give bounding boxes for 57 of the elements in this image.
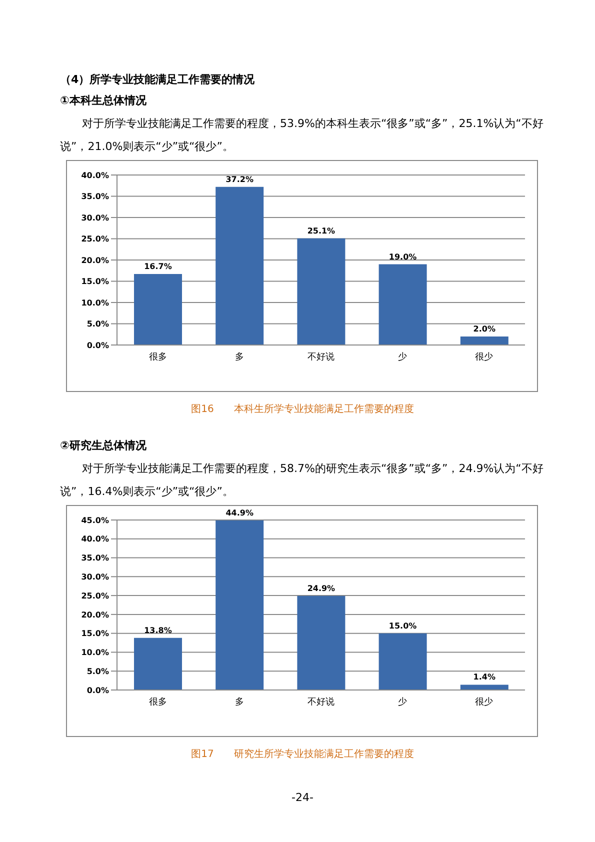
bar xyxy=(297,238,346,345)
x-tick-label: 少 xyxy=(398,696,408,708)
y-tick-label: 35.0% xyxy=(81,554,109,563)
caption: 图17 研究生所学专业技能满足工作需要的程度 xyxy=(190,748,415,761)
x-tick-label: 不好说 xyxy=(308,351,334,362)
text: 对于所学专业技能满足工作需要的程度，58.7%的研究生表示“很多”或“多”，24.9%认为“不好说”，16.4%则表示“少”或“很少”。 xyxy=(60,461,544,500)
y-tick-label: 10.0% xyxy=(81,298,109,308)
y-tick-label: 25.0% xyxy=(81,234,109,244)
data-label: 24.9% xyxy=(307,584,336,593)
bar xyxy=(460,684,508,690)
x-tick-label: 很多 xyxy=(148,351,167,362)
y-tick-label: 40.0% xyxy=(81,534,109,544)
x-tick-label: 少 xyxy=(398,351,408,362)
bar xyxy=(134,274,182,345)
x-tick-label: 很多 xyxy=(148,696,167,708)
y-tick-label: 30.0% xyxy=(81,213,109,222)
data-label: 15.0% xyxy=(388,621,417,630)
bar xyxy=(216,186,264,345)
y-tick-label: 15.0% xyxy=(81,629,109,638)
chart-title: （4）所学专业技能满足工作需要的情况 xyxy=(60,72,256,87)
bar xyxy=(378,633,427,690)
x-tick-label: 很少 xyxy=(475,696,494,708)
bar xyxy=(134,638,182,690)
data-label: 19.0% xyxy=(388,252,417,262)
chart-subtitle: ①本科生总体情况 xyxy=(60,93,148,108)
y-tick-label: 45.0% xyxy=(81,516,109,525)
x-tick-label: 很少 xyxy=(475,351,494,362)
x-tick-label: 多 xyxy=(234,696,244,708)
y-tick-label: 40.0% xyxy=(81,170,109,180)
y-tick-label: 20.0% xyxy=(81,256,109,265)
data-label: 25.1% xyxy=(307,226,336,236)
y-tick-label: 25.0% xyxy=(81,591,109,600)
y-tick-label: 0.0% xyxy=(86,686,109,695)
bar xyxy=(297,596,346,690)
data-label: 44.9% xyxy=(226,508,254,518)
x-tick-label: 不好说 xyxy=(308,696,334,708)
x-tick-label: 多 xyxy=(234,351,244,362)
y-tick-label: 15.0% xyxy=(81,277,109,286)
y-tick-label: 0.0% xyxy=(86,340,109,350)
data-label: 37.2% xyxy=(226,174,254,184)
data-label: 1.4% xyxy=(473,672,496,682)
bar xyxy=(378,264,427,345)
y-tick-label: 30.0% xyxy=(81,572,109,582)
y-tick-label: 20.0% xyxy=(81,610,109,620)
text: -24- xyxy=(290,791,314,804)
chart-title: ②研究生总体情况 xyxy=(60,438,148,453)
bar xyxy=(216,520,264,690)
data-label: 2.0% xyxy=(473,324,496,334)
y-tick-label: 10.0% xyxy=(81,648,109,658)
caption: 图16 本科生所学专业技能满足工作需要的程度 xyxy=(190,402,415,416)
bar xyxy=(460,336,508,345)
y-tick-label: 35.0% xyxy=(81,192,109,202)
y-tick-label: 5.0% xyxy=(86,320,109,329)
y-tick-label: 5.0% xyxy=(86,666,109,676)
text: 对于所学专业技能满足工作需要的程度，53.9%的本科生表示“很多”或“多”，25.1%认为“不好说”，21.0%则表示“少”或“很少”。 xyxy=(60,116,544,155)
data-label: 13.8% xyxy=(144,626,172,635)
data-label: 16.7% xyxy=(144,262,172,272)
